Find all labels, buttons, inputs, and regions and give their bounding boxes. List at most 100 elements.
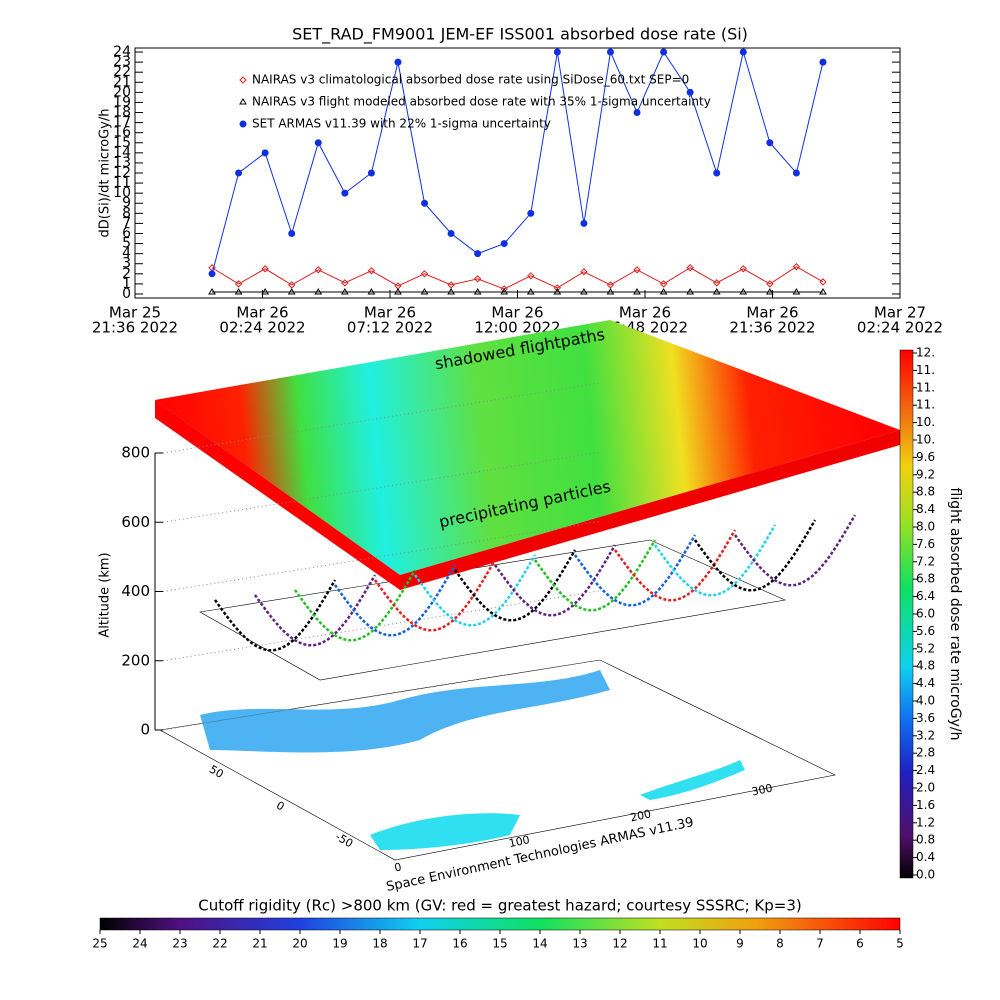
colorbar-tick-label: 14 <box>532 937 547 951</box>
x-tick-label: Mar 26 <box>236 304 288 322</box>
flightpath <box>413 554 537 627</box>
flightpath <box>653 524 777 597</box>
point <box>367 169 375 177</box>
colorbar-tick-label: 6.8 <box>916 572 935 586</box>
colorbar-tick-label: 13 <box>572 937 587 951</box>
z-tick-label: 0 <box>140 721 150 739</box>
colorbar-tick-label: 5 <box>896 937 904 951</box>
x-tick-label: 02:24 2022 <box>857 319 943 337</box>
point <box>394 287 402 295</box>
series-line <box>211 266 824 290</box>
surface-3d: Altitude (km) shadowed flightpaths preci… <box>98 320 900 895</box>
point <box>580 219 588 227</box>
point <box>288 281 296 289</box>
point <box>686 264 694 272</box>
y-tick-label: 5 <box>122 236 131 252</box>
x-tick-label: 0 <box>393 860 403 874</box>
point <box>659 280 668 288</box>
y-tick-label: 4 <box>122 246 131 262</box>
grid-line <box>162 659 601 731</box>
colorbar-tick-label: 7 <box>816 937 824 951</box>
colorbar-tick-label: 11. <box>916 398 935 412</box>
flightpath <box>453 549 577 622</box>
x-tick-label: 02:24 2022 <box>219 319 305 337</box>
colorbar-tick-label: 10 <box>692 937 707 951</box>
point <box>500 240 508 248</box>
point <box>712 287 721 295</box>
y-tick-label: 14 <box>113 145 131 161</box>
flightpath <box>533 539 657 612</box>
point <box>473 275 482 283</box>
x-tick-label: 21:36 2022 <box>92 319 178 337</box>
colorbar-tick-label: 5.6 <box>916 624 935 638</box>
y-tick-label: 0 <box>122 286 131 302</box>
colorbar-tick-label: 20 <box>292 937 307 951</box>
point <box>580 268 588 276</box>
z-tick-label: 400 <box>121 582 150 600</box>
point <box>527 272 535 280</box>
y-tick-label: 8 <box>122 205 131 221</box>
legend-marker <box>239 120 247 128</box>
colorbar-tick-label: 8.8 <box>916 485 935 499</box>
point <box>421 199 429 207</box>
point <box>819 58 827 66</box>
x-tick-label: Mar 27 <box>874 304 926 322</box>
colorbar-tick-label: 24 <box>132 937 147 951</box>
colorbar-tick-label: 7.2 <box>916 554 935 568</box>
plot-area <box>208 48 827 295</box>
colorbar-tick-label: 16 <box>452 937 467 951</box>
flightpath <box>293 569 417 642</box>
colorbar-tick-label: 25 <box>92 937 107 951</box>
x-tick-label: Mar 26 <box>491 304 543 322</box>
point <box>553 48 561 56</box>
colorbar-tick-label: 10. <box>916 433 935 447</box>
point <box>606 48 614 56</box>
colorbar-tick-label: 11. <box>916 363 935 377</box>
flightpath <box>573 534 697 607</box>
point <box>819 278 827 286</box>
legend-label: SET ARMAS v11.39 with 22% 1-sigma uncert… <box>252 117 551 131</box>
point <box>580 287 588 295</box>
point <box>208 270 216 278</box>
y-tick-label: 22 <box>113 64 131 80</box>
colorbar-tick-label: 6.0 <box>916 607 935 621</box>
y-tick-label: 6 <box>122 225 131 241</box>
flightpath <box>373 559 497 632</box>
y-tick-label: 9 <box>122 195 131 211</box>
x-tick-label: 07:12 2022 <box>347 319 433 337</box>
colorbar-tick-label: 21 <box>252 937 267 951</box>
y-tick-label: 7 <box>122 215 131 231</box>
y-tick-label: 0 <box>274 799 287 814</box>
point <box>713 279 721 287</box>
point <box>766 280 774 288</box>
point <box>606 281 615 289</box>
slab-top <box>155 320 900 575</box>
point <box>633 287 641 295</box>
colorbar-tick-label: 4.0 <box>916 694 935 708</box>
colorbar-tick-label: 12. <box>916 346 935 360</box>
point <box>234 287 243 295</box>
x-tick-label: 200 <box>629 807 652 824</box>
x-tick-label: Mar 26 <box>364 304 416 322</box>
colorbar-tick-label: 15 <box>492 937 507 951</box>
point <box>713 169 721 177</box>
colorbar-tick-label: 9.6 <box>916 450 935 464</box>
point <box>447 281 455 289</box>
colorbar-tick-label: 6 <box>856 937 864 951</box>
land <box>370 813 520 850</box>
colorbar-tick-label: 1.6 <box>916 798 935 812</box>
y-tick-label: 17 <box>113 115 131 131</box>
point <box>765 287 774 295</box>
colorbar-tick-label: 10. <box>916 415 935 429</box>
point <box>766 139 774 147</box>
point <box>261 287 270 295</box>
point <box>235 169 243 177</box>
point <box>420 287 429 295</box>
flightpath <box>493 544 617 617</box>
colorbar-tick-label: 0.4 <box>916 850 935 864</box>
z-tick-label: 600 <box>121 513 150 531</box>
colorbar <box>899 349 914 879</box>
colorbar-tick-label: 0.8 <box>916 833 935 847</box>
slab-side <box>155 400 400 590</box>
